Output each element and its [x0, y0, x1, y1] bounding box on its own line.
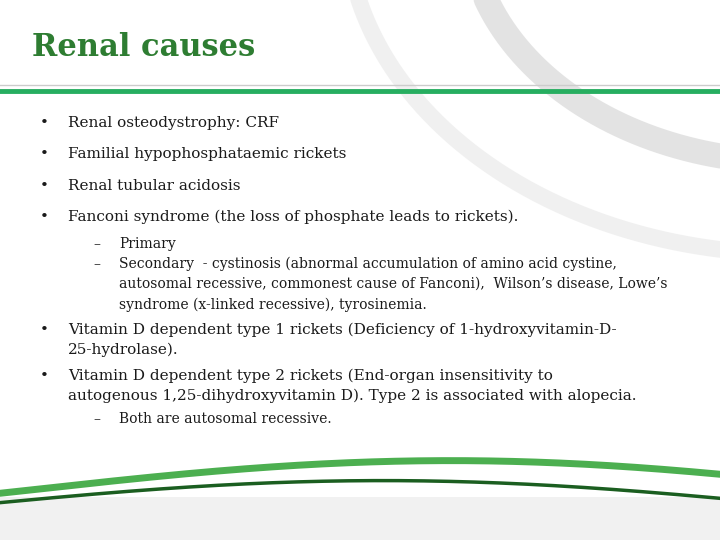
Text: syndrome (x-linked recessive), tyrosinemia.: syndrome (x-linked recessive), tyrosinem…	[119, 298, 426, 312]
Text: •: •	[40, 179, 48, 193]
Text: Vitamin D dependent type 2 rickets (End-organ insensitivity to: Vitamin D dependent type 2 rickets (End-…	[68, 369, 553, 383]
Text: Primary: Primary	[119, 237, 176, 251]
Text: Secondary  - cystinosis (abnormal accumulation of amino acid cystine,: Secondary - cystinosis (abnormal accumul…	[119, 257, 616, 271]
Text: •: •	[40, 369, 48, 383]
Text: –: –	[94, 237, 101, 251]
Text: •: •	[40, 322, 48, 336]
Text: Renal osteodystrophy: CRF: Renal osteodystrophy: CRF	[68, 116, 279, 130]
Text: –: –	[94, 257, 101, 271]
Text: Fanconi syndrome (the loss of phosphate leads to rickets).: Fanconi syndrome (the loss of phosphate …	[68, 210, 519, 225]
Text: autogenous 1,25-dihydroxyvitamin D). Type 2 is associated with alopecia.: autogenous 1,25-dihydroxyvitamin D). Typ…	[68, 389, 637, 403]
Text: 25-hydrolase).: 25-hydrolase).	[68, 342, 179, 356]
FancyBboxPatch shape	[0, 497, 720, 540]
Text: Both are autosomal recessive.: Both are autosomal recessive.	[119, 413, 331, 427]
Text: Renal causes: Renal causes	[32, 32, 256, 63]
Text: Vitamin D dependent type 1 rickets (Deficiency of 1-hydroxyvitamin-D-: Vitamin D dependent type 1 rickets (Defi…	[68, 322, 617, 337]
Text: •: •	[40, 210, 48, 224]
Text: autosomal recessive, commonest cause of Fanconi),  Wilson’s disease, Lowe’s: autosomal recessive, commonest cause of …	[119, 277, 667, 291]
Text: Familial hypophosphataemic rickets: Familial hypophosphataemic rickets	[68, 147, 347, 161]
Text: •: •	[40, 147, 48, 161]
Text: Renal tubular acidosis: Renal tubular acidosis	[68, 179, 241, 193]
Text: •: •	[40, 116, 48, 130]
Text: –: –	[94, 413, 101, 427]
